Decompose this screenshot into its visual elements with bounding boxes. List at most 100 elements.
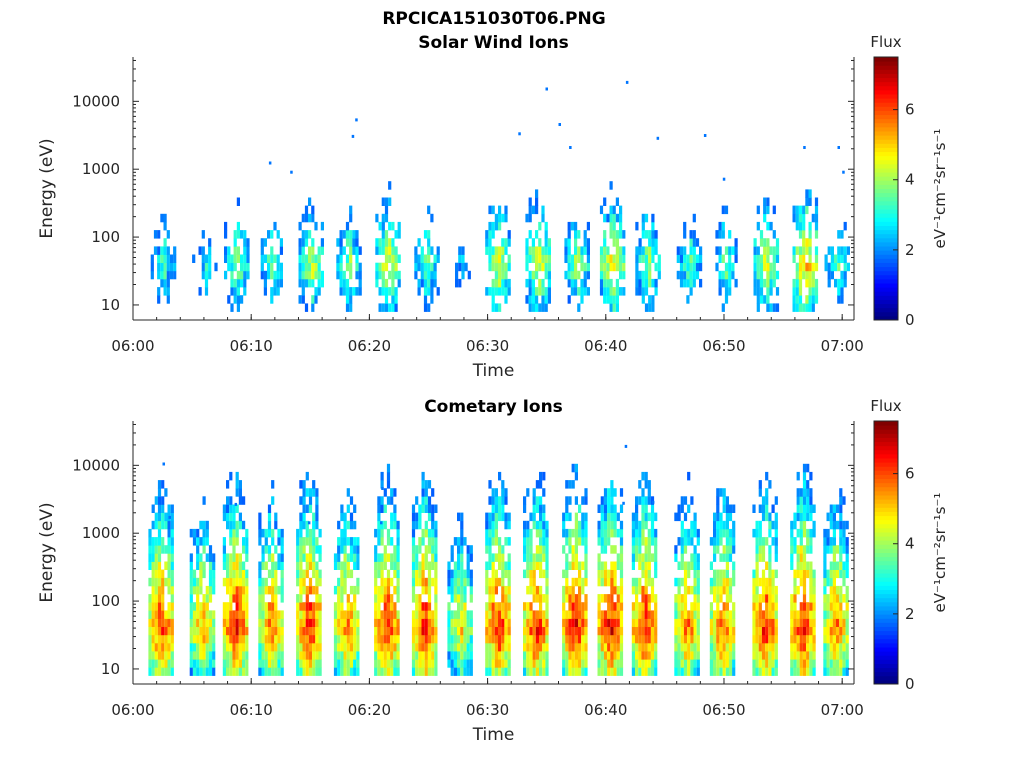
heat-cell xyxy=(826,659,830,668)
heat-cell xyxy=(525,238,529,247)
heat-cell xyxy=(827,278,831,288)
heat-cell xyxy=(161,610,165,619)
heat-cell xyxy=(689,287,693,296)
heat-cell xyxy=(531,303,535,312)
heat-cell xyxy=(574,278,578,288)
heat-cell xyxy=(728,667,733,676)
heat-cell xyxy=(164,634,168,644)
heat-cell xyxy=(396,634,400,644)
heat-cell xyxy=(277,642,281,652)
heat-cell xyxy=(542,537,546,546)
heat-cell xyxy=(769,246,773,255)
colorbar-segment xyxy=(874,614,898,619)
heat-cell xyxy=(390,626,394,636)
heat-cell xyxy=(424,577,428,587)
heat-cell xyxy=(539,480,543,489)
heat-cell xyxy=(647,659,651,668)
heat-cell xyxy=(610,520,614,530)
heat-cell xyxy=(531,278,535,288)
heat-cell xyxy=(719,512,723,522)
heat-cell xyxy=(488,634,492,644)
heat-cell xyxy=(644,610,648,619)
heat-cell xyxy=(308,659,313,668)
heat-cell xyxy=(613,545,617,554)
heat-cell xyxy=(610,504,614,513)
heat-cell xyxy=(333,659,338,668)
heat-cell xyxy=(296,667,300,676)
heat-cell xyxy=(829,561,833,570)
colorbar-segment xyxy=(874,552,898,558)
heat-cell xyxy=(635,221,639,231)
heat-cell xyxy=(224,270,228,280)
heat-cell xyxy=(758,528,762,538)
heat-cell xyxy=(574,651,578,660)
heat-cell xyxy=(613,585,617,595)
heat-cell xyxy=(356,577,360,587)
heat-cell xyxy=(616,642,620,652)
heat-cell xyxy=(829,602,833,611)
heat-cell xyxy=(526,528,530,538)
heat-cell xyxy=(302,537,306,546)
heat-cell xyxy=(713,528,717,538)
heat-cell xyxy=(680,545,684,554)
heat-cell xyxy=(166,270,170,280)
heat-cell xyxy=(631,618,635,627)
heat-cell xyxy=(463,642,467,652)
heat-cell xyxy=(577,287,581,296)
heat-cell xyxy=(424,618,428,627)
heat-cell xyxy=(264,561,268,570)
heat-cell xyxy=(830,262,834,272)
heat-cell xyxy=(541,303,545,312)
heat-cell xyxy=(504,602,508,611)
heat-cell xyxy=(356,545,360,554)
heat-cell xyxy=(647,496,651,505)
heat-cell xyxy=(164,667,168,676)
heat-cell xyxy=(374,561,378,570)
heat-cell xyxy=(507,512,511,522)
heat-cell xyxy=(654,561,658,570)
heat-cell xyxy=(683,561,688,570)
heat-cell xyxy=(498,626,502,636)
heat-cell xyxy=(337,659,341,668)
heat-cell xyxy=(377,569,381,579)
heat-cell xyxy=(235,634,239,644)
heat-cell xyxy=(424,634,428,644)
heat-cell xyxy=(635,667,639,676)
heat-cell xyxy=(713,659,717,668)
heat-cell xyxy=(613,512,617,522)
heat-cell xyxy=(381,303,385,312)
heat-cell xyxy=(501,213,505,223)
heat-cell xyxy=(424,520,428,530)
heat-cell xyxy=(638,667,642,676)
heat-cell xyxy=(312,520,316,530)
heat-cell xyxy=(535,545,539,554)
heat-cell xyxy=(356,553,360,562)
heat-cell xyxy=(535,262,539,272)
heat-cell xyxy=(842,496,846,505)
heat-cell xyxy=(752,569,756,579)
colorbar-segment xyxy=(874,581,898,586)
heat-cell xyxy=(494,585,498,595)
heat-cell xyxy=(795,278,799,288)
heat-cell xyxy=(836,520,840,530)
heat-cell xyxy=(696,667,700,676)
heat-cell xyxy=(802,504,807,513)
heat-cell xyxy=(154,667,158,676)
heat-cell xyxy=(615,254,619,263)
heat-cell xyxy=(654,553,658,562)
heat-cell xyxy=(713,577,717,587)
heat-cell xyxy=(565,553,569,562)
heat-cell xyxy=(638,618,642,627)
heat-cell xyxy=(296,537,300,546)
heat-cell xyxy=(461,254,465,263)
heat-cell xyxy=(544,230,548,239)
heat-cell xyxy=(212,642,216,652)
y-tick-label: 10000 xyxy=(72,92,120,110)
heat-cell xyxy=(386,480,391,489)
heat-cell xyxy=(752,602,756,611)
colorbar-segment xyxy=(874,605,898,611)
heat-cell xyxy=(460,634,464,644)
heat-cell xyxy=(390,488,394,497)
heat-cell xyxy=(498,512,502,522)
heat-cell xyxy=(567,230,571,239)
